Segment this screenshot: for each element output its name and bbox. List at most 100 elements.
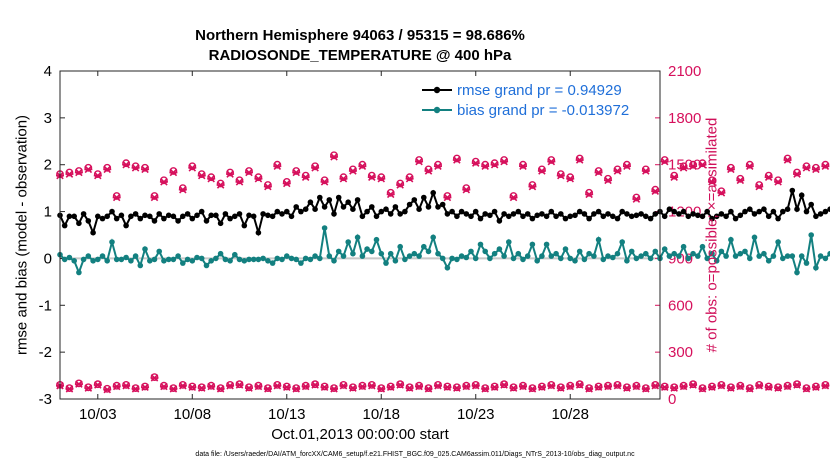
obs-assimilated-marker (141, 383, 150, 392)
obs-possible-marker (84, 163, 93, 172)
series-point (350, 250, 356, 257)
series-point (827, 250, 830, 257)
series-point (576, 248, 583, 255)
obs-assimilated-marker (462, 382, 471, 391)
obs-assimilated-marker (330, 153, 339, 161)
series-point (298, 260, 304, 266)
obs-possible-marker (538, 165, 546, 174)
obs-assimilated-marker (670, 173, 679, 181)
obs-assimilated-marker (301, 382, 310, 391)
series-point (369, 204, 375, 210)
obs-assimilated-marker (443, 193, 452, 202)
obs-assimilated-marker (433, 381, 442, 390)
series-point (543, 241, 550, 248)
obs-assimilated-marker (622, 162, 631, 171)
obs-possible-marker (396, 179, 405, 188)
series-point (132, 253, 139, 259)
obs-assimilated-marker (736, 382, 745, 391)
series-point (761, 250, 767, 257)
obs-assimilated-marker (339, 175, 348, 183)
series-point (208, 212, 214, 219)
obs-assimilated-marker (537, 383, 546, 392)
series-point (180, 260, 186, 266)
series-point (288, 213, 295, 220)
series-point (383, 260, 389, 266)
series-point (813, 265, 819, 271)
obs-assimilated-marker (122, 381, 131, 390)
series-point (482, 248, 489, 255)
obs-assimilated-marker (244, 168, 253, 177)
series-point (175, 218, 181, 224)
obs-assimilated-marker (641, 385, 650, 393)
x-tick-label: 10/28 (551, 406, 589, 423)
obs-assimilated-marker (169, 168, 178, 177)
series-point (605, 211, 611, 217)
series-point (203, 262, 210, 269)
series-point (704, 255, 710, 262)
series-point (454, 213, 460, 220)
series-point (709, 215, 715, 222)
obs-assimilated-marker (159, 382, 168, 391)
obs-assimilated-marker (131, 164, 140, 172)
series-point (269, 213, 276, 220)
obs-assimilated-marker (490, 383, 499, 392)
series-point (302, 255, 309, 262)
obs-assimilated-marker (575, 156, 584, 164)
obs-assimilated-marker (745, 385, 754, 393)
series-point (780, 255, 786, 262)
obs-possible-marker (670, 171, 679, 180)
obs-assimilated-marker (197, 384, 206, 392)
series-point (165, 212, 172, 219)
series-point (99, 253, 106, 259)
series-point (208, 258, 214, 264)
obs-assimilated-marker (330, 385, 339, 393)
obs-possible-marker (708, 176, 716, 185)
obs-possible-marker (443, 192, 452, 200)
obs-possible-marker (736, 381, 745, 390)
series-point (524, 253, 531, 259)
obs-assimilated-marker (755, 381, 764, 390)
series-point (501, 211, 507, 217)
obs-assimilated-marker (254, 382, 263, 391)
obs-possible-marker (367, 171, 376, 180)
series-point (99, 215, 106, 222)
obs-assimilated-marker (556, 384, 565, 392)
y-right-tick-label: 300 (668, 344, 693, 361)
series-point (628, 248, 635, 255)
obs-assimilated-marker (122, 160, 131, 169)
obs-assimilated-marker (509, 193, 518, 202)
obs-assimilated-marker (528, 182, 537, 191)
obs-possible-marker (159, 176, 168, 185)
obs-assimilated-marker (537, 167, 546, 175)
obs-assimilated-marker (74, 168, 83, 177)
obs-possible-marker (415, 156, 423, 164)
series-point (770, 208, 777, 215)
obs-assimilated-marker (689, 381, 698, 389)
series-point (232, 213, 238, 220)
series-point (416, 253, 422, 259)
obs-assimilated-marker (188, 383, 197, 392)
obs-assimilated-marker (348, 384, 357, 392)
series-point (562, 215, 569, 222)
obs-assimilated-marker (103, 165, 112, 174)
obs-assimilated-marker (216, 181, 225, 189)
series-point (638, 211, 644, 217)
series-point (723, 253, 729, 259)
series-point (317, 194, 323, 201)
obs-assimilated-marker (811, 165, 820, 174)
series-point (614, 250, 621, 257)
series-point (298, 208, 304, 215)
series-point (751, 211, 758, 217)
obs-assimilated-marker (348, 167, 357, 175)
series-point (76, 220, 82, 227)
obs-assimilated-marker (235, 178, 244, 186)
obs-assimilated-marker (594, 383, 603, 392)
obs-assimilated-marker (707, 383, 716, 392)
obs-possible-marker (273, 380, 282, 389)
obs-assimilated-marker (698, 160, 707, 169)
series-point (435, 250, 441, 257)
obs-assimilated-marker (178, 381, 187, 390)
obs-assimilated-marker (396, 181, 405, 189)
y-right-tick-label: 2100 (668, 63, 701, 80)
series-point (690, 211, 696, 217)
